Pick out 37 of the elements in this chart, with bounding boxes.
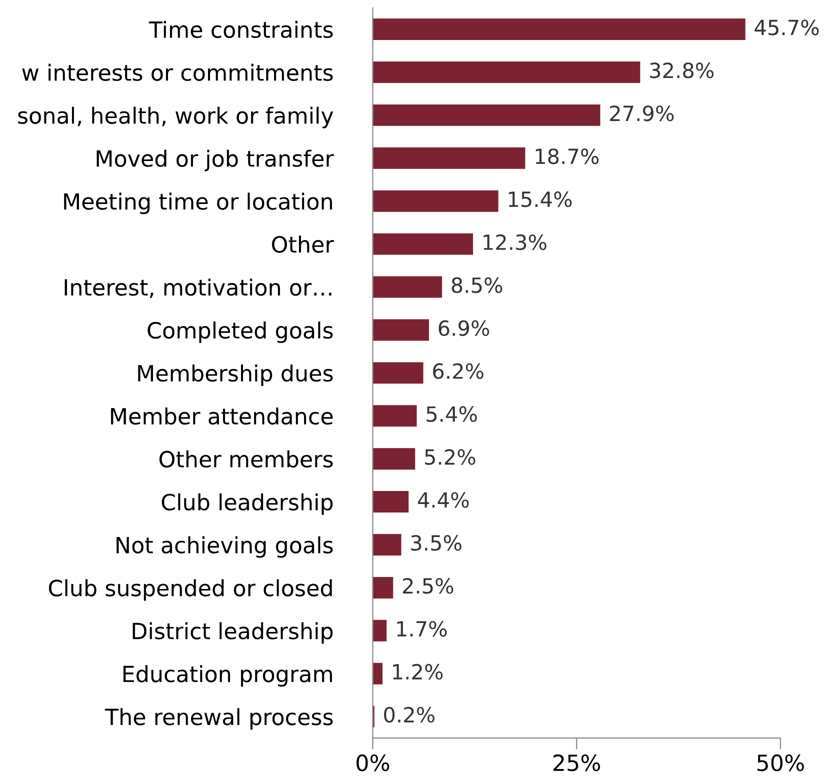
y-tick-label: Completed goals [148, 322, 333, 344]
data-label: 6.9% [438, 320, 490, 336]
y-tick-label: Club leadership [162, 493, 333, 515]
x-tick-label: 50% [757, 754, 804, 772]
data-label: 6.2% [433, 363, 484, 379]
y-tick-label: Club suspended or closed [48, 579, 332, 601]
data-label: 3.5% [411, 535, 462, 551]
y-tick-label: Time constraints [148, 20, 333, 38]
data-label: 32.8% [650, 62, 714, 78]
data-label: 1.7% [397, 620, 447, 637]
y-tick-label: Moved or job transfer [96, 150, 334, 172]
y-tick-label: w interests or commitments [22, 64, 333, 81]
data-label: 5.2% [425, 449, 476, 465]
y-tick-label: Member attendance [111, 407, 333, 425]
y-tick-label: Interest, motivation or… [64, 278, 332, 298]
y-tick-label: Other [272, 236, 334, 253]
y-tick-label: Membership dues [138, 364, 333, 386]
data-label: 18.7% [536, 148, 599, 164]
data-label: 2.5% [402, 578, 454, 594]
data-label: 0.2% [384, 706, 434, 723]
data-label: 45.7% [754, 20, 819, 36]
y-tick-label: The renewal process [104, 708, 333, 730]
y-tick-label: sonal, health, work or family [18, 106, 334, 128]
y-tick-label: Education program [123, 665, 332, 687]
y-tick-label: Meeting time or location [64, 192, 332, 214]
y-tick-label: Other members [159, 450, 333, 468]
data-label: 8.5% [452, 277, 502, 294]
x-tick-label: 0% [356, 754, 390, 772]
y-tick-label: District leadership [132, 622, 333, 644]
data-label: 5.4% [426, 406, 477, 422]
x-tick-label: 25% [554, 754, 600, 772]
y-tick-label: Not achieving goals [116, 536, 333, 558]
data-label: 15.4% [508, 191, 572, 208]
data-label: 1.2% [393, 664, 443, 680]
data-label: 12.3% [484, 234, 546, 250]
data-label: 4.4% [418, 492, 469, 508]
data-label: 27.9% [610, 105, 674, 122]
